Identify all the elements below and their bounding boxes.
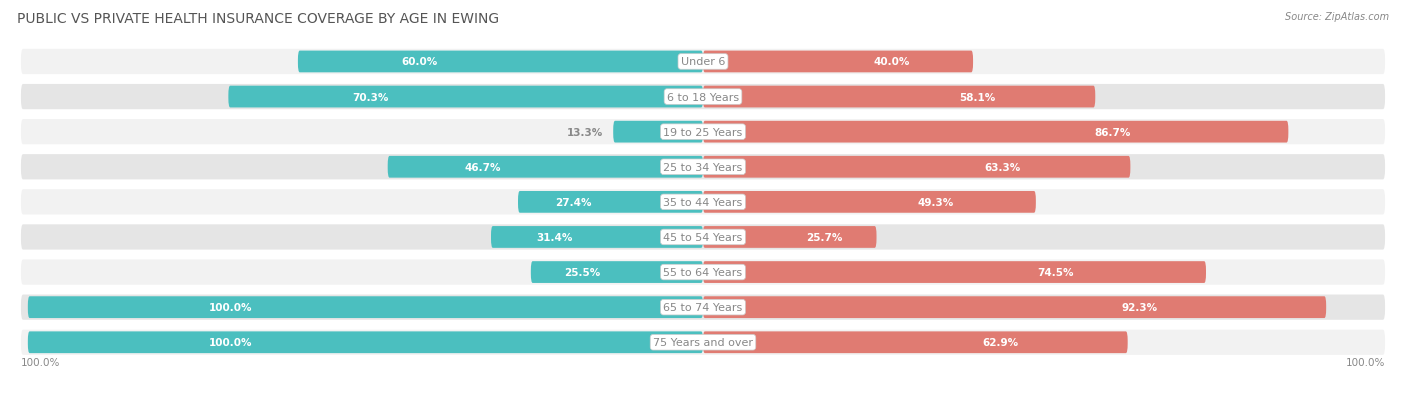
FancyBboxPatch shape [703,86,1095,108]
Text: 40.0%: 40.0% [875,57,910,67]
Text: 86.7%: 86.7% [1094,127,1130,138]
FancyBboxPatch shape [703,121,1288,143]
Legend: Public Insurance, Private Insurance: Public Insurance, Private Insurance [576,409,830,413]
Text: 70.3%: 70.3% [353,93,389,102]
FancyBboxPatch shape [388,157,703,178]
FancyBboxPatch shape [531,261,703,283]
FancyBboxPatch shape [28,332,703,353]
Text: 92.3%: 92.3% [1121,302,1157,312]
Text: 13.3%: 13.3% [567,127,603,138]
Text: 74.5%: 74.5% [1036,267,1073,278]
Text: 65 to 74 Years: 65 to 74 Years [664,302,742,312]
Text: 100.0%: 100.0% [208,337,252,347]
Text: Source: ZipAtlas.com: Source: ZipAtlas.com [1285,12,1389,22]
Text: 25 to 34 Years: 25 to 34 Years [664,162,742,172]
Text: 19 to 25 Years: 19 to 25 Years [664,127,742,138]
Text: 55 to 64 Years: 55 to 64 Years [664,267,742,278]
FancyBboxPatch shape [703,226,876,248]
FancyBboxPatch shape [517,192,703,213]
FancyBboxPatch shape [703,261,1206,283]
Text: 46.7%: 46.7% [464,162,501,172]
FancyBboxPatch shape [21,260,1385,285]
FancyBboxPatch shape [703,52,973,73]
Text: 49.3%: 49.3% [918,197,955,207]
Text: 31.4%: 31.4% [537,233,572,242]
FancyBboxPatch shape [613,121,703,143]
Text: 60.0%: 60.0% [401,57,437,67]
Text: 100.0%: 100.0% [21,357,60,367]
FancyBboxPatch shape [703,157,1130,178]
Text: 27.4%: 27.4% [555,197,592,207]
FancyBboxPatch shape [703,332,1128,353]
Text: 6 to 18 Years: 6 to 18 Years [666,93,740,102]
FancyBboxPatch shape [21,155,1385,180]
FancyBboxPatch shape [21,225,1385,250]
Text: 35 to 44 Years: 35 to 44 Years [664,197,742,207]
Text: 75 Years and over: 75 Years and over [652,337,754,347]
Text: PUBLIC VS PRIVATE HEALTH INSURANCE COVERAGE BY AGE IN EWING: PUBLIC VS PRIVATE HEALTH INSURANCE COVER… [17,12,499,26]
Text: 58.1%: 58.1% [959,93,995,102]
FancyBboxPatch shape [21,85,1385,110]
FancyBboxPatch shape [703,297,1326,318]
Text: 62.9%: 62.9% [983,337,1018,347]
Text: 45 to 54 Years: 45 to 54 Years [664,233,742,242]
Text: Under 6: Under 6 [681,57,725,67]
FancyBboxPatch shape [228,86,703,108]
FancyBboxPatch shape [21,330,1385,355]
FancyBboxPatch shape [21,295,1385,320]
FancyBboxPatch shape [703,192,1036,213]
FancyBboxPatch shape [28,297,703,318]
FancyBboxPatch shape [21,50,1385,75]
Text: 25.7%: 25.7% [806,233,842,242]
Text: 63.3%: 63.3% [984,162,1021,172]
FancyBboxPatch shape [21,120,1385,145]
FancyBboxPatch shape [298,52,703,73]
Text: 25.5%: 25.5% [564,267,600,278]
FancyBboxPatch shape [21,190,1385,215]
FancyBboxPatch shape [491,226,703,248]
Text: 100.0%: 100.0% [1346,357,1385,367]
Text: 100.0%: 100.0% [208,302,252,312]
